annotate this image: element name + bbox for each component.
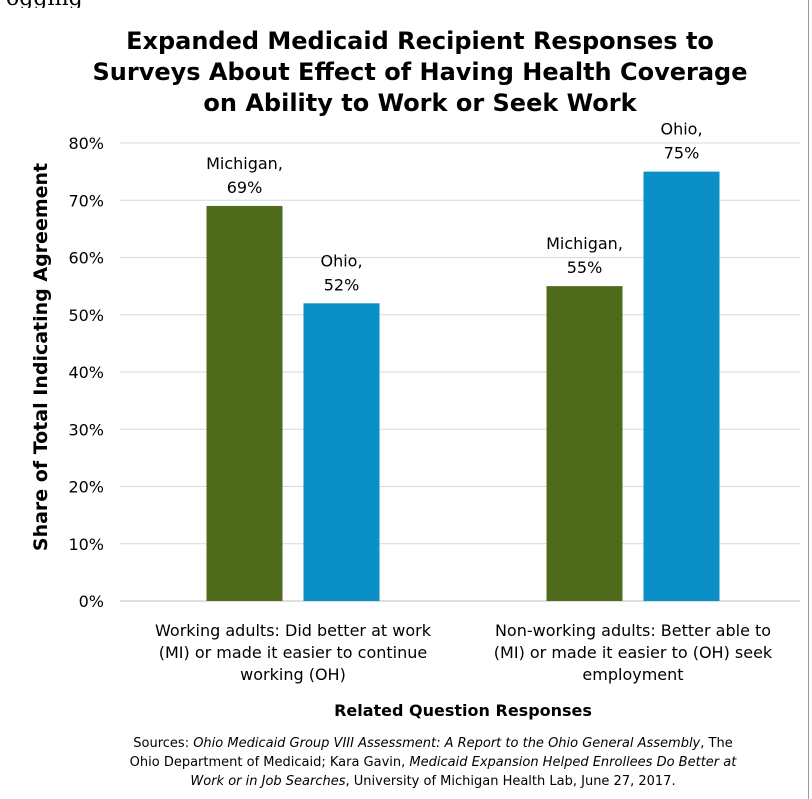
sources-text: , The: [700, 736, 733, 751]
bar: [303, 303, 380, 601]
chart-title-line: Surveys About Effect of Having Health Co…: [92, 58, 748, 86]
clipped-heading-text: ogging: [6, 0, 83, 8]
y-tick-label: 60%: [68, 249, 104, 268]
y-tick-label: 40%: [68, 363, 104, 382]
sources-text: , University of Michigan Health Lab, Jun…: [345, 774, 676, 789]
x-category-label: Working adults: Did better at work (MI) o…: [155, 621, 432, 684]
y-axis-title: Share of Total Indicating Agreement: [30, 163, 52, 551]
y-tick-label: 10%: [68, 535, 104, 554]
bar-data-label: Michigan, 55%: [546, 234, 623, 277]
y-tick-label: 50%: [68, 306, 104, 325]
sources-line: Sources: Ohio Medicaid Group VIII Assess…: [60, 734, 806, 753]
bars: [206, 171, 720, 601]
bar-data-label: Ohio, 52%: [320, 251, 362, 294]
y-tick-label: 20%: [68, 478, 104, 497]
sources-text: Ohio Department of Medicaid; Kara Gavin,: [129, 755, 410, 770]
x-axis-title: Related Question Responses: [334, 701, 592, 720]
bar-chart: 0% 10% 20% 30% 40% 50% 60% 70% 80% Michigan, 69% O…: [30, 120, 800, 720]
y-axis-ticks: 0% 10% 20% 30% 40% 50% 60% 70% 80%: [68, 134, 104, 611]
y-tick-label: 80%: [68, 134, 104, 153]
bar-data-label: Ohio, 75%: [660, 120, 702, 163]
bar: [546, 286, 623, 601]
bar: [643, 171, 720, 601]
frame-border: [808, 0, 809, 799]
y-tick-label: 30%: [68, 420, 104, 439]
y-tick-label: 0%: [79, 592, 104, 611]
sources-text: Sources:: [133, 736, 194, 751]
sources-article-title: Medicaid Expansion Helped Enrollees Do B…: [409, 755, 737, 770]
data-labels: Michigan, 69% Ohio, 52% Michigan, 55% Ohio, 75%: [206, 120, 702, 295]
x-category-label: Non-working adults: Better able to (MI) o…: [494, 621, 773, 684]
sources-line: Ohio Department of Medicaid; Kara Gavin,…: [60, 753, 806, 772]
chart-title-line: on Ability to Work or Seek Work: [203, 89, 637, 117]
sources-line: Work or in Job Searches, University of M…: [60, 772, 806, 791]
x-axis-categories: Working adults: Did better at work (MI) o…: [155, 621, 773, 684]
sources-report-title: Ohio Medicaid Group VIII Assessment: A R…: [193, 736, 701, 751]
bar: [206, 205, 283, 601]
clipped-heading: ogging: [0, 0, 150, 8]
sources-article-title: Work or in Job Searches: [190, 774, 346, 789]
y-tick-label: 70%: [68, 191, 104, 210]
sources-note: Sources: Ohio Medicaid Group VIII Assess…: [60, 734, 806, 791]
bar-data-label: Michigan, 69%: [206, 154, 283, 197]
chart-title: Expanded Medicaid Recipient Responses to…: [40, 26, 800, 119]
chart-title-line: Expanded Medicaid Recipient Responses to: [126, 27, 714, 55]
